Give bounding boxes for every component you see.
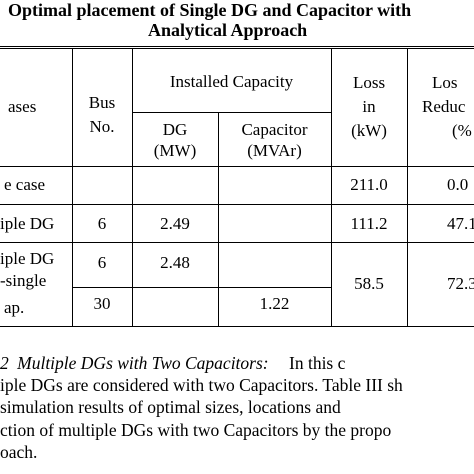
header-reduction-line3: (% xyxy=(452,121,472,140)
header-bus-line1: Bus xyxy=(88,93,116,112)
header-reduction-line1: Los xyxy=(432,73,458,92)
header-capacitor-line1: Capacitor xyxy=(241,120,308,139)
col-rule-dg-cap xyxy=(218,112,219,326)
header-loss-line3: (kW) xyxy=(351,121,387,140)
col-rule-cases-bus xyxy=(72,48,73,326)
header-loss-line1: Loss xyxy=(352,73,386,92)
table-top-rule xyxy=(0,46,474,47)
section-heading-tail: In this c xyxy=(289,353,346,373)
header-reduction-line2: Reduc xyxy=(422,97,466,116)
row1-reduction: 0.0 xyxy=(447,175,469,194)
body-line1: iple DGs are considered with two Capacit… xyxy=(0,375,403,395)
row3-reduction: 72.3 xyxy=(447,274,474,293)
row1-loss: 211.0 xyxy=(350,175,388,194)
row3-bus-b: 30 xyxy=(93,294,111,313)
row2-loss: 111.2 xyxy=(350,214,388,233)
header-dg-line1: DG xyxy=(162,120,188,139)
col-rule-cap-loss xyxy=(331,48,332,326)
table-top-rule-double xyxy=(0,48,474,49)
row3-case-line1: iple DG xyxy=(0,249,55,268)
table-title-line2: Analytical Approach xyxy=(148,20,308,40)
header-bus-line2: No. xyxy=(89,117,115,136)
row2-bus: 6 xyxy=(97,214,107,233)
row2-bottom-rule xyxy=(0,242,474,243)
row3-dg-a: 2.48 xyxy=(160,253,190,272)
row3-cap-b: 1.22 xyxy=(259,294,290,313)
header-loss-line2: in xyxy=(362,97,376,116)
row2-dg: 2.49 xyxy=(160,214,190,233)
table-title-line1: Optimal placement of Single DG and Capac… xyxy=(8,0,412,20)
header-sub-rule xyxy=(132,112,331,113)
row3-split-rule xyxy=(72,287,331,288)
section-heading-title: Multiple DGs with Two Capacitors: xyxy=(17,353,269,373)
section-heading: 2 Multiple DGs with Two Capacitors: In t… xyxy=(0,354,345,373)
header-installed-capacity: Installed Capacity xyxy=(169,72,294,91)
row2-case: iple DG xyxy=(0,214,55,233)
header-cases: ases xyxy=(8,97,37,116)
body-line4: oach. xyxy=(0,442,38,462)
table-bottom-rule xyxy=(0,326,474,327)
body-line3: ction of multiple DGs with two Capacitor… xyxy=(0,420,392,440)
header-dg-line2: (MW) xyxy=(153,141,197,160)
col-rule-loss-red xyxy=(407,48,408,326)
row3-loss: 58.5 xyxy=(354,274,384,293)
header-capacitor-line2: (MVAr) xyxy=(247,141,302,160)
row3-case-line2: -single xyxy=(0,271,47,290)
row3-case-line3: ap. xyxy=(4,298,25,317)
row2-reduction: 47.1 xyxy=(447,214,474,233)
col-rule-bus-dg xyxy=(132,48,133,326)
body-line2: simulation results of optimal sizes, loc… xyxy=(0,397,341,417)
header-bottom-rule xyxy=(0,166,474,167)
row1-case: e case xyxy=(4,175,46,194)
row3-bus-a: 6 xyxy=(97,253,107,272)
row1-bottom-rule xyxy=(0,204,474,205)
section-heading-number: 2 xyxy=(0,353,9,373)
